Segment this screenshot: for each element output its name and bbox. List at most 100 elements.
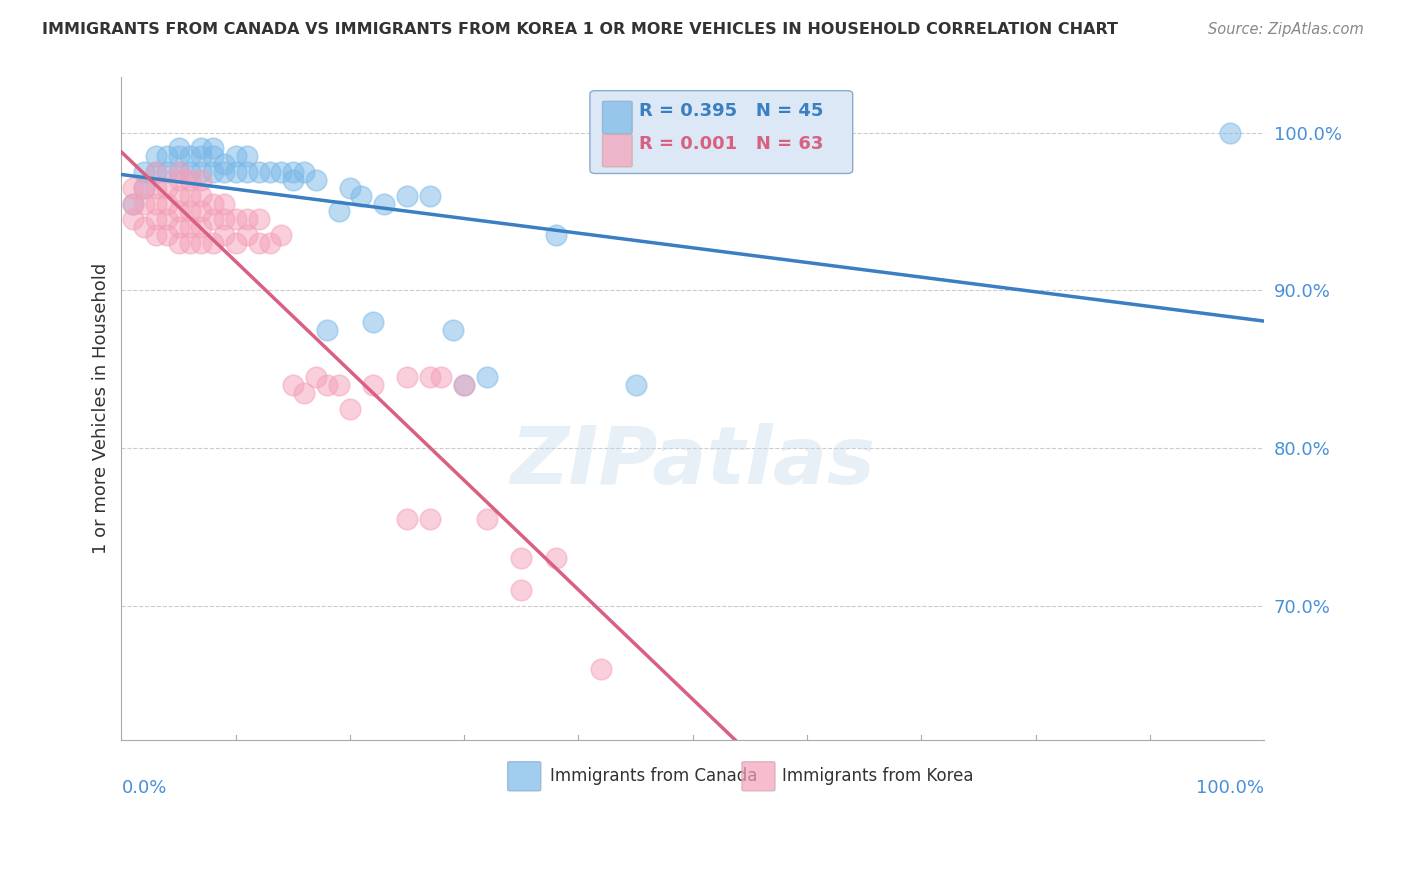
Point bbox=[305, 370, 328, 384]
Point bbox=[190, 188, 212, 202]
Point bbox=[281, 378, 304, 392]
Point bbox=[430, 370, 453, 384]
Point bbox=[270, 165, 292, 179]
Point bbox=[190, 204, 212, 219]
Point bbox=[236, 228, 259, 243]
Point bbox=[510, 551, 533, 566]
Point bbox=[396, 188, 419, 202]
Text: IMMIGRANTS FROM CANADA VS IMMIGRANTS FROM KOREA 1 OR MORE VEHICLES IN HOUSEHOLD : IMMIGRANTS FROM CANADA VS IMMIGRANTS FRO… bbox=[42, 22, 1118, 37]
Point bbox=[156, 165, 179, 179]
Point bbox=[122, 181, 145, 195]
Point bbox=[167, 165, 190, 179]
Point bbox=[453, 378, 475, 392]
Point bbox=[316, 378, 339, 392]
Point bbox=[145, 165, 167, 179]
Point bbox=[190, 141, 212, 155]
Point bbox=[396, 512, 419, 526]
Point bbox=[167, 173, 190, 187]
Point bbox=[179, 149, 201, 163]
Point bbox=[122, 212, 145, 227]
Point bbox=[201, 196, 224, 211]
Y-axis label: 1 or more Vehicles in Household: 1 or more Vehicles in Household bbox=[93, 263, 110, 554]
Point bbox=[281, 173, 304, 187]
Point bbox=[316, 323, 339, 337]
Point bbox=[247, 165, 270, 179]
Point bbox=[156, 228, 179, 243]
Point bbox=[156, 196, 179, 211]
Point bbox=[453, 378, 475, 392]
Point bbox=[247, 235, 270, 250]
Point bbox=[305, 173, 328, 187]
Point bbox=[350, 188, 373, 202]
Point bbox=[419, 370, 441, 384]
Point bbox=[475, 512, 498, 526]
Point bbox=[190, 173, 212, 187]
Point bbox=[167, 235, 190, 250]
Point bbox=[361, 315, 384, 329]
Point bbox=[214, 157, 236, 171]
Point bbox=[214, 165, 236, 179]
Point bbox=[122, 196, 145, 211]
Point bbox=[259, 235, 281, 250]
Point bbox=[145, 212, 167, 227]
Text: 100.0%: 100.0% bbox=[1197, 779, 1264, 797]
Point bbox=[179, 173, 201, 187]
Point bbox=[225, 212, 247, 227]
Text: 0.0%: 0.0% bbox=[121, 779, 167, 797]
Text: Source: ZipAtlas.com: Source: ZipAtlas.com bbox=[1208, 22, 1364, 37]
Point bbox=[225, 165, 247, 179]
FancyBboxPatch shape bbox=[603, 135, 633, 167]
Point bbox=[167, 149, 190, 163]
Point bbox=[145, 165, 167, 179]
Point bbox=[156, 181, 179, 195]
Point bbox=[134, 220, 156, 235]
Text: Immigrants from Korea: Immigrants from Korea bbox=[782, 767, 973, 785]
Point bbox=[1219, 126, 1241, 140]
Point bbox=[544, 551, 567, 566]
Point bbox=[292, 165, 315, 179]
Point bbox=[190, 149, 212, 163]
FancyBboxPatch shape bbox=[591, 91, 852, 173]
Text: Immigrants from Canada: Immigrants from Canada bbox=[550, 767, 758, 785]
Point bbox=[134, 196, 156, 211]
Text: ZIPatlas: ZIPatlas bbox=[510, 423, 876, 500]
Point bbox=[270, 228, 292, 243]
Point bbox=[122, 196, 145, 211]
Point bbox=[179, 204, 201, 219]
Point bbox=[475, 370, 498, 384]
Point bbox=[190, 235, 212, 250]
FancyBboxPatch shape bbox=[742, 762, 775, 791]
Point bbox=[179, 235, 201, 250]
Point bbox=[201, 212, 224, 227]
Point bbox=[201, 149, 224, 163]
Point bbox=[225, 149, 247, 163]
Point bbox=[179, 188, 201, 202]
Point bbox=[167, 220, 190, 235]
Point bbox=[145, 149, 167, 163]
Point bbox=[201, 141, 224, 155]
Point bbox=[201, 165, 224, 179]
Point bbox=[373, 196, 395, 211]
Point bbox=[236, 212, 259, 227]
Point bbox=[156, 212, 179, 227]
Point bbox=[167, 204, 190, 219]
Point bbox=[247, 212, 270, 227]
Point bbox=[214, 196, 236, 211]
Point bbox=[510, 582, 533, 597]
Point bbox=[259, 165, 281, 179]
Point bbox=[419, 188, 441, 202]
Point bbox=[201, 235, 224, 250]
Point bbox=[190, 220, 212, 235]
Point bbox=[591, 662, 613, 676]
Point bbox=[225, 235, 247, 250]
Point bbox=[145, 196, 167, 211]
Point bbox=[145, 228, 167, 243]
Point bbox=[361, 378, 384, 392]
Point bbox=[236, 165, 259, 179]
Point bbox=[179, 165, 201, 179]
Point bbox=[156, 149, 179, 163]
Point bbox=[328, 204, 350, 219]
Text: R = 0.395   N = 45: R = 0.395 N = 45 bbox=[640, 102, 824, 120]
Point bbox=[167, 165, 190, 179]
Point bbox=[328, 378, 350, 392]
